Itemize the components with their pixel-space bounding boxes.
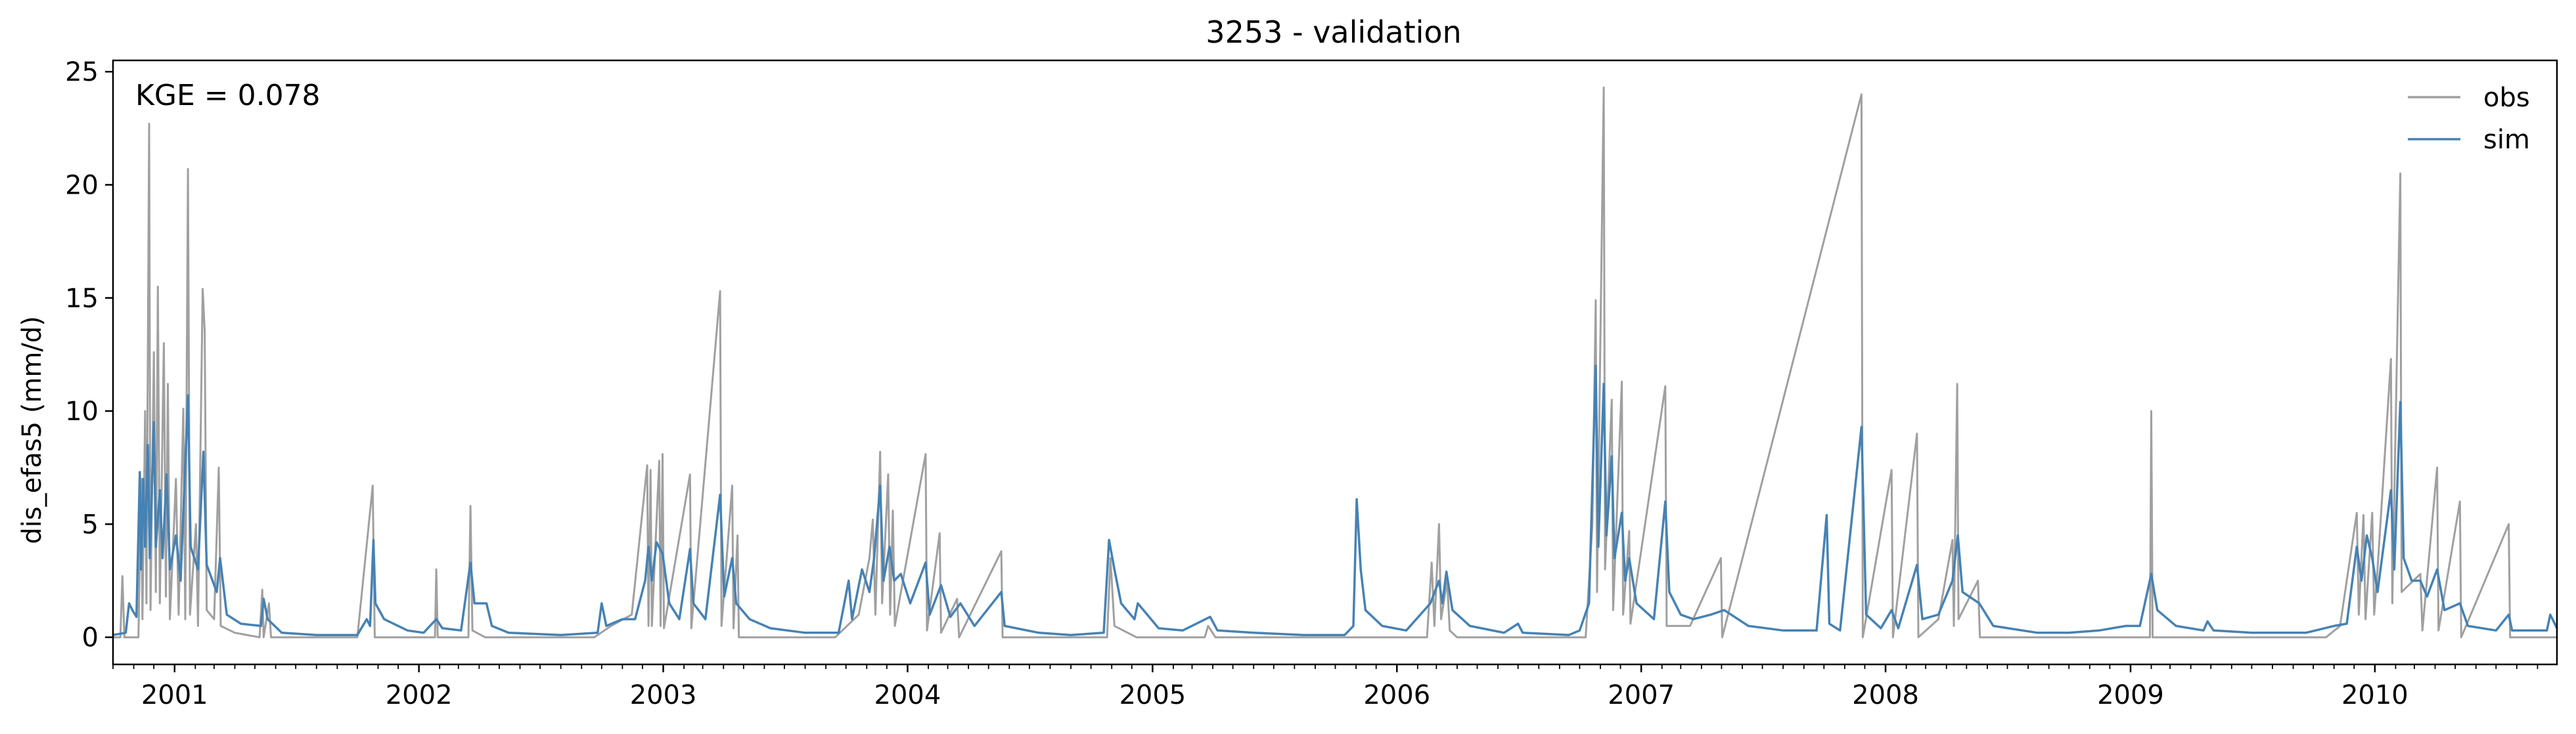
x-tick-label: 2003 (630, 680, 697, 710)
x-tick-label: 2002 (386, 680, 453, 710)
y-tick-label: 15 (65, 284, 99, 314)
x-tick-label: 2008 (1852, 680, 1919, 710)
x-tick-label: 2001 (141, 680, 208, 710)
legend-sim-label: sim (2483, 125, 2530, 155)
y-tick-label: 25 (65, 57, 99, 87)
plot-frame (112, 59, 2558, 666)
series-obs-line (113, 86, 2557, 639)
y-tick-label: 0 (82, 623, 99, 653)
plot-area (112, 86, 2558, 639)
kge-annotation: KGE = 0.078 (135, 79, 321, 112)
chart-title: 3253 - validation (1206, 14, 1461, 50)
x-tick-label: 2005 (1119, 680, 1186, 710)
x-tick-label: 2006 (1363, 680, 1430, 710)
legend-obs-label: obs (2483, 83, 2530, 113)
legend: obs sim (2408, 83, 2530, 155)
y-tick-label: 20 (65, 171, 99, 201)
y-tick-label: 10 (65, 397, 99, 427)
y-axis-label: dis_efas5 (mm/d) (17, 316, 47, 544)
series-sim-line (112, 364, 2558, 636)
x-tick-label: 2007 (1608, 680, 1675, 710)
x-tick-label: 2010 (2341, 680, 2408, 710)
x-tick-label: 2009 (2097, 680, 2164, 710)
x-tick-label: 2004 (874, 680, 941, 710)
y-tick-label: 5 (82, 509, 99, 540)
